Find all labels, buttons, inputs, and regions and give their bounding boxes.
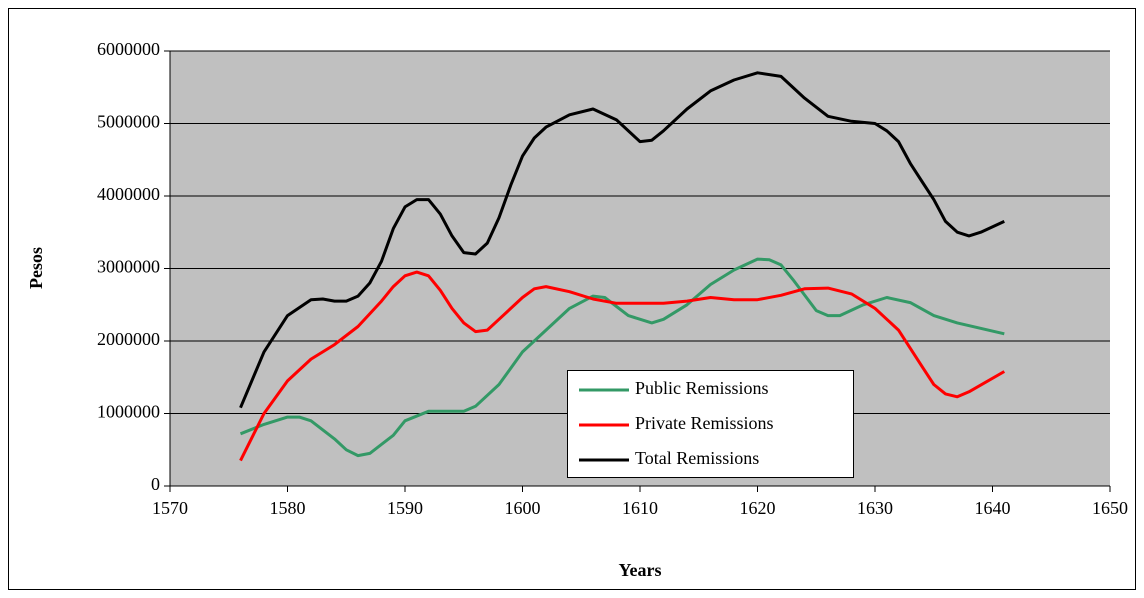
x-tick-label: 1630 — [857, 498, 893, 518]
legend-label: Private Remissions — [635, 413, 774, 433]
y-tick-label: 6000000 — [97, 39, 160, 59]
y-tick-label: 4000000 — [97, 184, 160, 204]
series-line — [239, 270, 1006, 462]
series-line — [239, 257, 1005, 458]
y-tick-label: 5000000 — [97, 112, 160, 132]
legend-label: Total Remissions — [635, 448, 759, 468]
y-tick-label: 2000000 — [97, 329, 160, 349]
x-tick-label: 1600 — [505, 498, 541, 518]
x-tick-label: 1590 — [387, 498, 423, 518]
x-tick-label: 1620 — [740, 498, 776, 518]
y-axis-title: Pesos — [26, 247, 46, 289]
y-tick-label: 3000000 — [97, 257, 160, 277]
y-tick-label: 1000000 — [97, 402, 160, 422]
x-tick-label: 1650 — [1092, 498, 1128, 518]
x-tick-label: 1570 — [152, 498, 188, 518]
x-tick-label: 1640 — [975, 498, 1011, 518]
x-tick-label: 1610 — [622, 498, 658, 518]
x-tick-label: 1580 — [270, 498, 306, 518]
y-tick-label: 0 — [151, 474, 160, 494]
x-axis-title: Years — [619, 560, 662, 580]
series-line — [239, 71, 1005, 409]
legend-label: Public Remissions — [635, 378, 769, 398]
